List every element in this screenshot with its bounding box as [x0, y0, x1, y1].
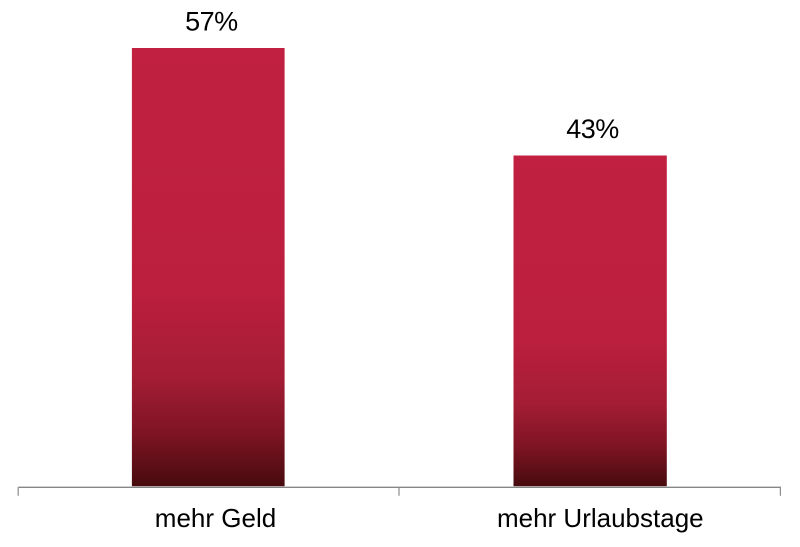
svg-text:mehr Urlaubstage: mehr Urlaubstage	[497, 503, 704, 533]
svg-text:mehr Geld: mehr Geld	[155, 503, 276, 533]
svg-text:43%: 43%	[566, 114, 619, 144]
svg-text:57%: 57%	[185, 7, 238, 37]
